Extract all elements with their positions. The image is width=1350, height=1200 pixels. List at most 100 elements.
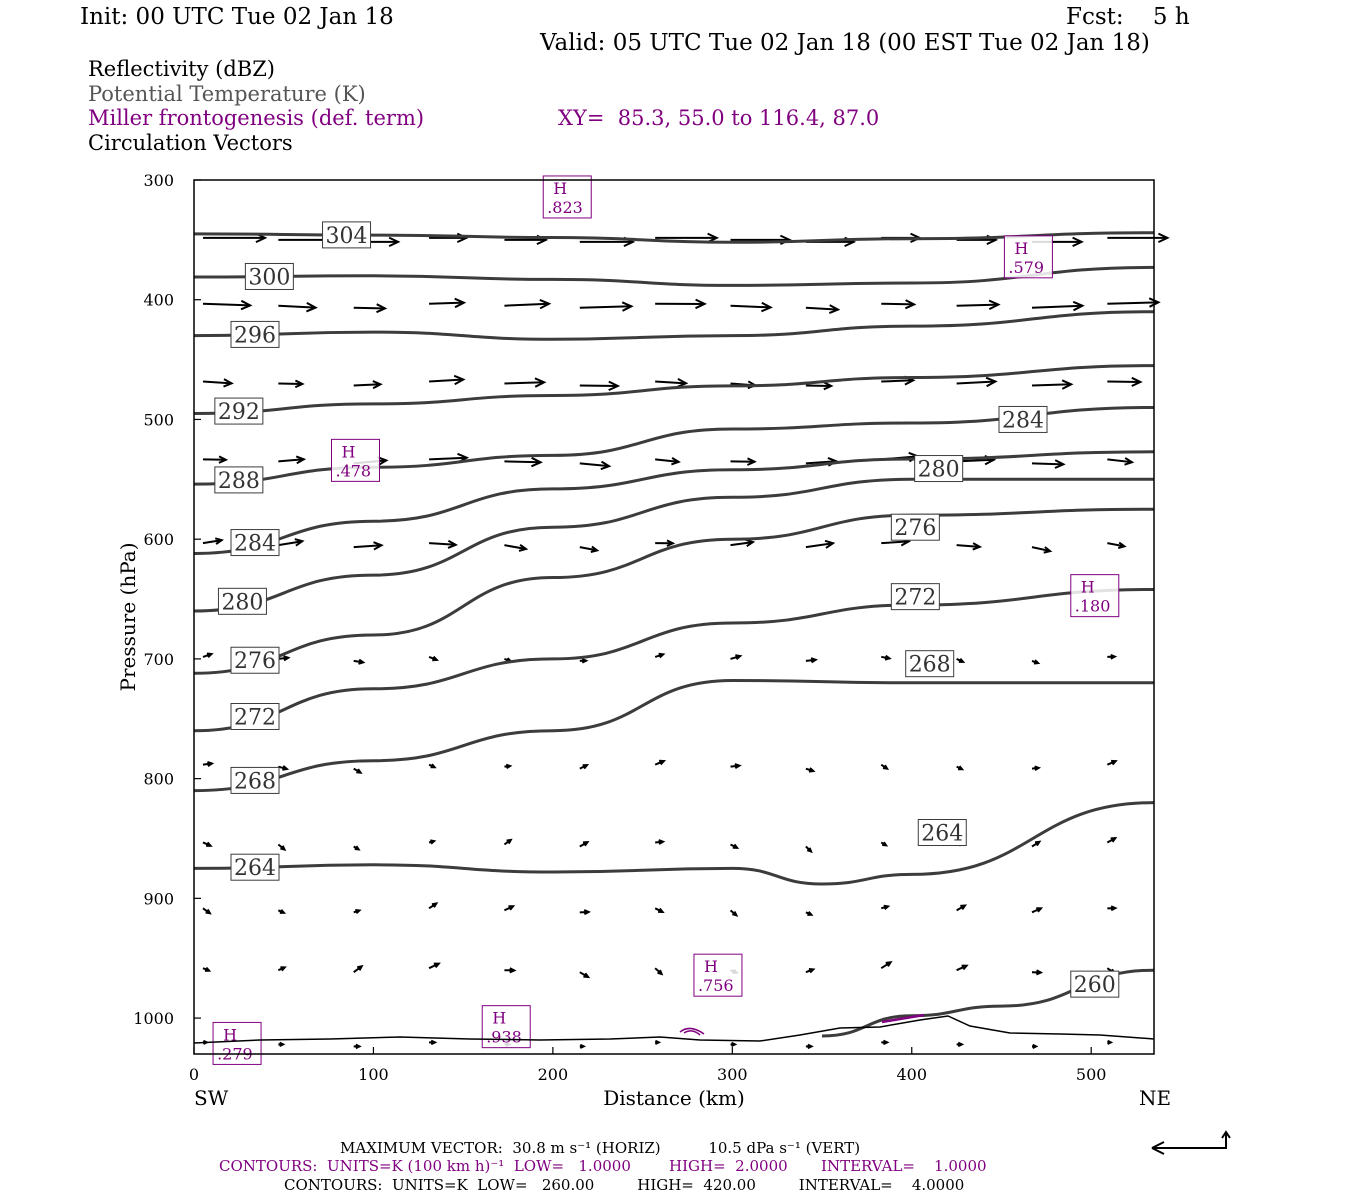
isentrope-label-box bbox=[998, 405, 1048, 433]
circulation-vector-head bbox=[432, 655, 440, 662]
circulation-vector bbox=[956, 380, 996, 385]
circulation-vector-head bbox=[430, 1039, 438, 1046]
circulation-vector-head bbox=[882, 764, 890, 771]
x-axis: 0 100 200 300 400 500 bbox=[189, 1047, 1107, 1084]
isentrope-label: 260 bbox=[1074, 973, 1116, 998]
circulation-vector-head bbox=[806, 847, 813, 854]
circulation-vector-head bbox=[223, 378, 234, 388]
circulation-vector-head bbox=[621, 301, 634, 312]
circulation-vector bbox=[1031, 546, 1051, 553]
circulation-vector-head bbox=[306, 302, 318, 313]
x-axis-label: Distance (km) bbox=[603, 1086, 745, 1110]
end-label-ne: NE bbox=[1139, 1086, 1171, 1110]
circulation-vector-head bbox=[884, 654, 892, 661]
circulation-vector bbox=[202, 302, 251, 307]
frontogenesis-max-label: H bbox=[492, 1009, 506, 1028]
circulation-vector bbox=[278, 540, 303, 547]
circulation-vector-head bbox=[218, 455, 229, 464]
circulation-vector-head bbox=[279, 909, 287, 914]
isentrope-label: 300 bbox=[248, 265, 290, 290]
isentrope-label-box bbox=[214, 397, 264, 425]
circulation-vector-head bbox=[654, 1039, 662, 1045]
circulation-vector-head bbox=[1034, 840, 1042, 847]
y-tick-label: 400 bbox=[143, 291, 174, 310]
circulation-vector bbox=[730, 304, 771, 309]
forecast-hour: Fcst: 5 h bbox=[1066, 4, 1190, 30]
circulation-vector-head bbox=[583, 972, 591, 979]
circulation-vector-head bbox=[659, 759, 667, 766]
circulation-vector-head bbox=[882, 841, 889, 847]
circulation-vector-head bbox=[583, 909, 591, 916]
circulation-vectors bbox=[202, 232, 1170, 1050]
isentrope-label: 284 bbox=[234, 532, 276, 557]
circulation-vector bbox=[881, 540, 909, 545]
circulation-vector-head bbox=[430, 763, 437, 769]
circulation-vector-head bbox=[1043, 546, 1053, 554]
circulation-vector-head bbox=[824, 539, 836, 549]
frontogenesis-max-box bbox=[481, 1005, 531, 1049]
circulation-vector-head bbox=[883, 904, 891, 911]
circulation-vector-head bbox=[206, 652, 214, 659]
circulation-vector-head bbox=[761, 301, 773, 313]
circulation-vector-head bbox=[885, 961, 893, 967]
circulation-vector-head bbox=[582, 764, 590, 770]
circulation-vector bbox=[202, 539, 222, 545]
circulation-vector-head bbox=[1148, 297, 1161, 308]
circulation-vector bbox=[730, 541, 754, 547]
circulation-vector bbox=[429, 542, 456, 546]
circulation-vector bbox=[805, 542, 834, 549]
circulation-vector bbox=[805, 460, 837, 465]
maximum-vector-info: MAXIMUM VECTOR: 30.8 m s⁻¹ (HORIZ) 10.5 … bbox=[340, 1139, 861, 1157]
frontogenesis-contour bbox=[683, 1030, 701, 1036]
circulation-vector-head bbox=[534, 377, 547, 388]
circulation-vector-head bbox=[508, 905, 516, 911]
circulation-vector bbox=[504, 460, 541, 464]
theta-isentropes: 304 300 296 292 288 284 280 276 272 268 264 260 284 2… bbox=[193, 221, 1155, 1038]
frontogenesis-contour bbox=[881, 1013, 925, 1024]
circulation-vector-head bbox=[746, 457, 757, 466]
isentrope-label: 272 bbox=[894, 586, 936, 611]
circulation-vector bbox=[353, 383, 381, 387]
reference-vector-arrow-icon bbox=[1151, 1130, 1231, 1155]
circulation-vector-head bbox=[1033, 659, 1041, 665]
circulation-vector-head bbox=[731, 1041, 738, 1047]
circulation-vector bbox=[956, 303, 999, 307]
circulation-vector bbox=[579, 546, 598, 552]
circulation-vector-head bbox=[1072, 236, 1084, 248]
circulation-vector-head bbox=[957, 1041, 965, 1048]
circulation-vector-head bbox=[960, 904, 968, 910]
circulation-vector bbox=[504, 381, 545, 385]
circulation-vector-head bbox=[430, 839, 437, 845]
frontogenesis-contour bbox=[679, 1027, 705, 1035]
isentrope-label-box bbox=[322, 221, 372, 249]
circulation-vector-head bbox=[735, 654, 743, 661]
isentrope-label-box bbox=[890, 513, 940, 541]
isentrope-label-box bbox=[914, 455, 964, 483]
circulation-vector-head bbox=[388, 236, 401, 248]
isentrope-264 bbox=[193, 801, 1155, 886]
circulation-vector-head bbox=[972, 542, 983, 551]
circulation-vector-head bbox=[1117, 541, 1127, 549]
circulation-vector-head bbox=[433, 962, 441, 969]
isentrope-label: 292 bbox=[218, 400, 260, 425]
circulation-vector-head bbox=[206, 841, 213, 847]
circulation-vector-head bbox=[808, 968, 816, 974]
isentrope-label: 280 bbox=[221, 590, 263, 615]
circulation-vector-head bbox=[279, 1041, 286, 1047]
circulation-vector bbox=[655, 458, 679, 463]
end-label-sw: SW bbox=[194, 1086, 229, 1110]
circulation-vector bbox=[429, 456, 467, 461]
circulation-vector-head bbox=[447, 539, 459, 549]
isentrope-272 bbox=[193, 588, 1155, 733]
frontogenesis-max-value: .180 bbox=[1075, 597, 1111, 616]
circulation-vector-head bbox=[354, 845, 361, 851]
circulation-vector bbox=[956, 544, 980, 548]
circulation-vector-head bbox=[1110, 905, 1118, 912]
circulation-vector bbox=[881, 379, 914, 383]
circulation-vector-head bbox=[373, 541, 384, 551]
circulation-vector-head bbox=[539, 298, 552, 310]
circulation-vector-head bbox=[509, 967, 517, 974]
x-tick-label: 500 bbox=[1076, 1065, 1107, 1084]
circulation-vector-head bbox=[280, 845, 287, 851]
